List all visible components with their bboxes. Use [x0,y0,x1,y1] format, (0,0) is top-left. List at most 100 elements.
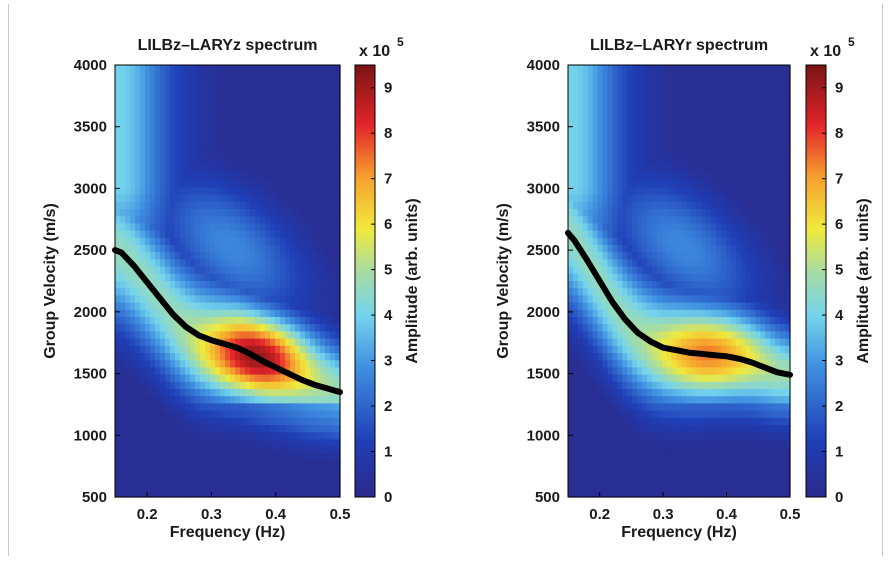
heatmap-cell [275,129,281,138]
heatmap-cell [622,187,628,196]
heatmap-cell [568,403,574,412]
heatmap-cell [190,389,196,397]
heatmap-cell [612,252,618,260]
heatmap-cell [235,439,241,448]
heatmap-cell [597,331,604,340]
heatmap-cell [300,281,306,289]
heatmap-cell [735,396,742,404]
heatmap-cell [200,194,206,203]
heatmap-cell [637,101,643,109]
heatmap-cell [155,65,161,73]
heatmap-cell [265,252,271,260]
heatmap-cell [145,288,151,296]
heatmap-cell [646,259,653,268]
heatmap-cell [627,79,633,88]
heatmap-cell [696,245,702,253]
heatmap-cell [305,367,311,376]
heatmap-cell [305,86,311,95]
heatmap-cell [651,266,658,275]
heatmap-cell [587,122,594,131]
heatmap-cell [607,396,613,404]
heatmap-cell [330,108,336,116]
heatmap-cell [642,266,648,275]
heatmap-cell [706,453,712,462]
heatmap-cell [185,165,191,174]
heatmap-cell [642,65,648,73]
heatmap-cell [592,439,599,448]
heatmap-cell [280,216,286,224]
heatmap-cell [290,201,296,210]
heatmap-cell [290,158,296,167]
heatmap-cell [280,266,286,275]
heatmap-cell [330,194,336,203]
heatmap-cell [320,65,326,73]
heatmap-cell [671,461,678,469]
heatmap-cell [160,252,166,260]
heatmap-cell [568,201,574,210]
heatmap-cell [295,122,301,131]
heatmap-cell [160,86,166,95]
heatmap-cell [140,331,146,340]
heatmap-cell [696,403,702,412]
heatmap-cell [735,115,742,124]
heatmap-cell [696,79,702,88]
heatmap-cell [315,115,321,124]
heatmap-cell [612,259,618,268]
heatmap-cell [720,237,727,246]
heatmap-cell [230,281,236,289]
heatmap-cell [230,345,236,354]
heatmap-cell [335,396,341,404]
heatmap-cell [250,187,256,196]
heatmap-cell [150,317,156,325]
heatmap-cell [627,101,633,109]
heatmap-cell [607,79,613,88]
heatmap-cell [617,317,623,325]
heatmap-cell [295,432,301,440]
heatmap-cell [691,281,697,289]
heatmap-cell [592,353,599,361]
heatmap-cell [716,374,722,383]
heatmap-cell [310,439,316,448]
heatmap-cell [235,425,241,433]
heatmap-cell [681,108,687,116]
heatmap-cell [275,403,281,412]
heatmap-cell [745,266,752,275]
heatmap-cell [260,237,266,246]
heatmap-cell [696,101,702,109]
heatmap-cell [592,93,599,102]
heatmap-cell [220,173,226,181]
heatmap-cell [275,273,281,282]
heatmap-cell [592,165,599,174]
heatmap-cell [145,439,151,448]
heatmap-cell [320,165,326,174]
heatmap-cell [270,295,276,304]
heatmap-cell [617,425,623,433]
heatmap-cell [205,187,211,196]
heatmap-cell [225,115,231,124]
heatmap-cell [155,446,161,455]
heatmap-cell [185,180,191,188]
heatmap-cell [745,353,752,361]
heatmap-cell [730,273,737,282]
heatmap-cell [235,266,241,275]
heatmap-cell [125,309,131,318]
y-tick-label: 4000 [74,57,107,74]
heatmap-cell [711,151,717,160]
heatmap-cell [195,396,201,404]
heatmap-cell [320,309,326,318]
heatmap-cell [602,158,609,167]
heatmap-cell [115,165,121,174]
heatmap-cell [696,281,702,289]
heatmap-cell [160,165,166,174]
heatmap-cell [725,338,732,347]
heatmap-cell [568,86,574,95]
heatmap-cell [602,122,609,131]
heatmap-cell [280,115,286,124]
heatmap-cell [572,93,579,102]
heatmap-cell [597,115,604,124]
heatmap-cell [335,439,341,448]
heatmap-cell [671,425,678,433]
heatmap-cell [592,324,599,332]
heatmap-cell [125,345,131,354]
heatmap-cell [607,353,613,361]
